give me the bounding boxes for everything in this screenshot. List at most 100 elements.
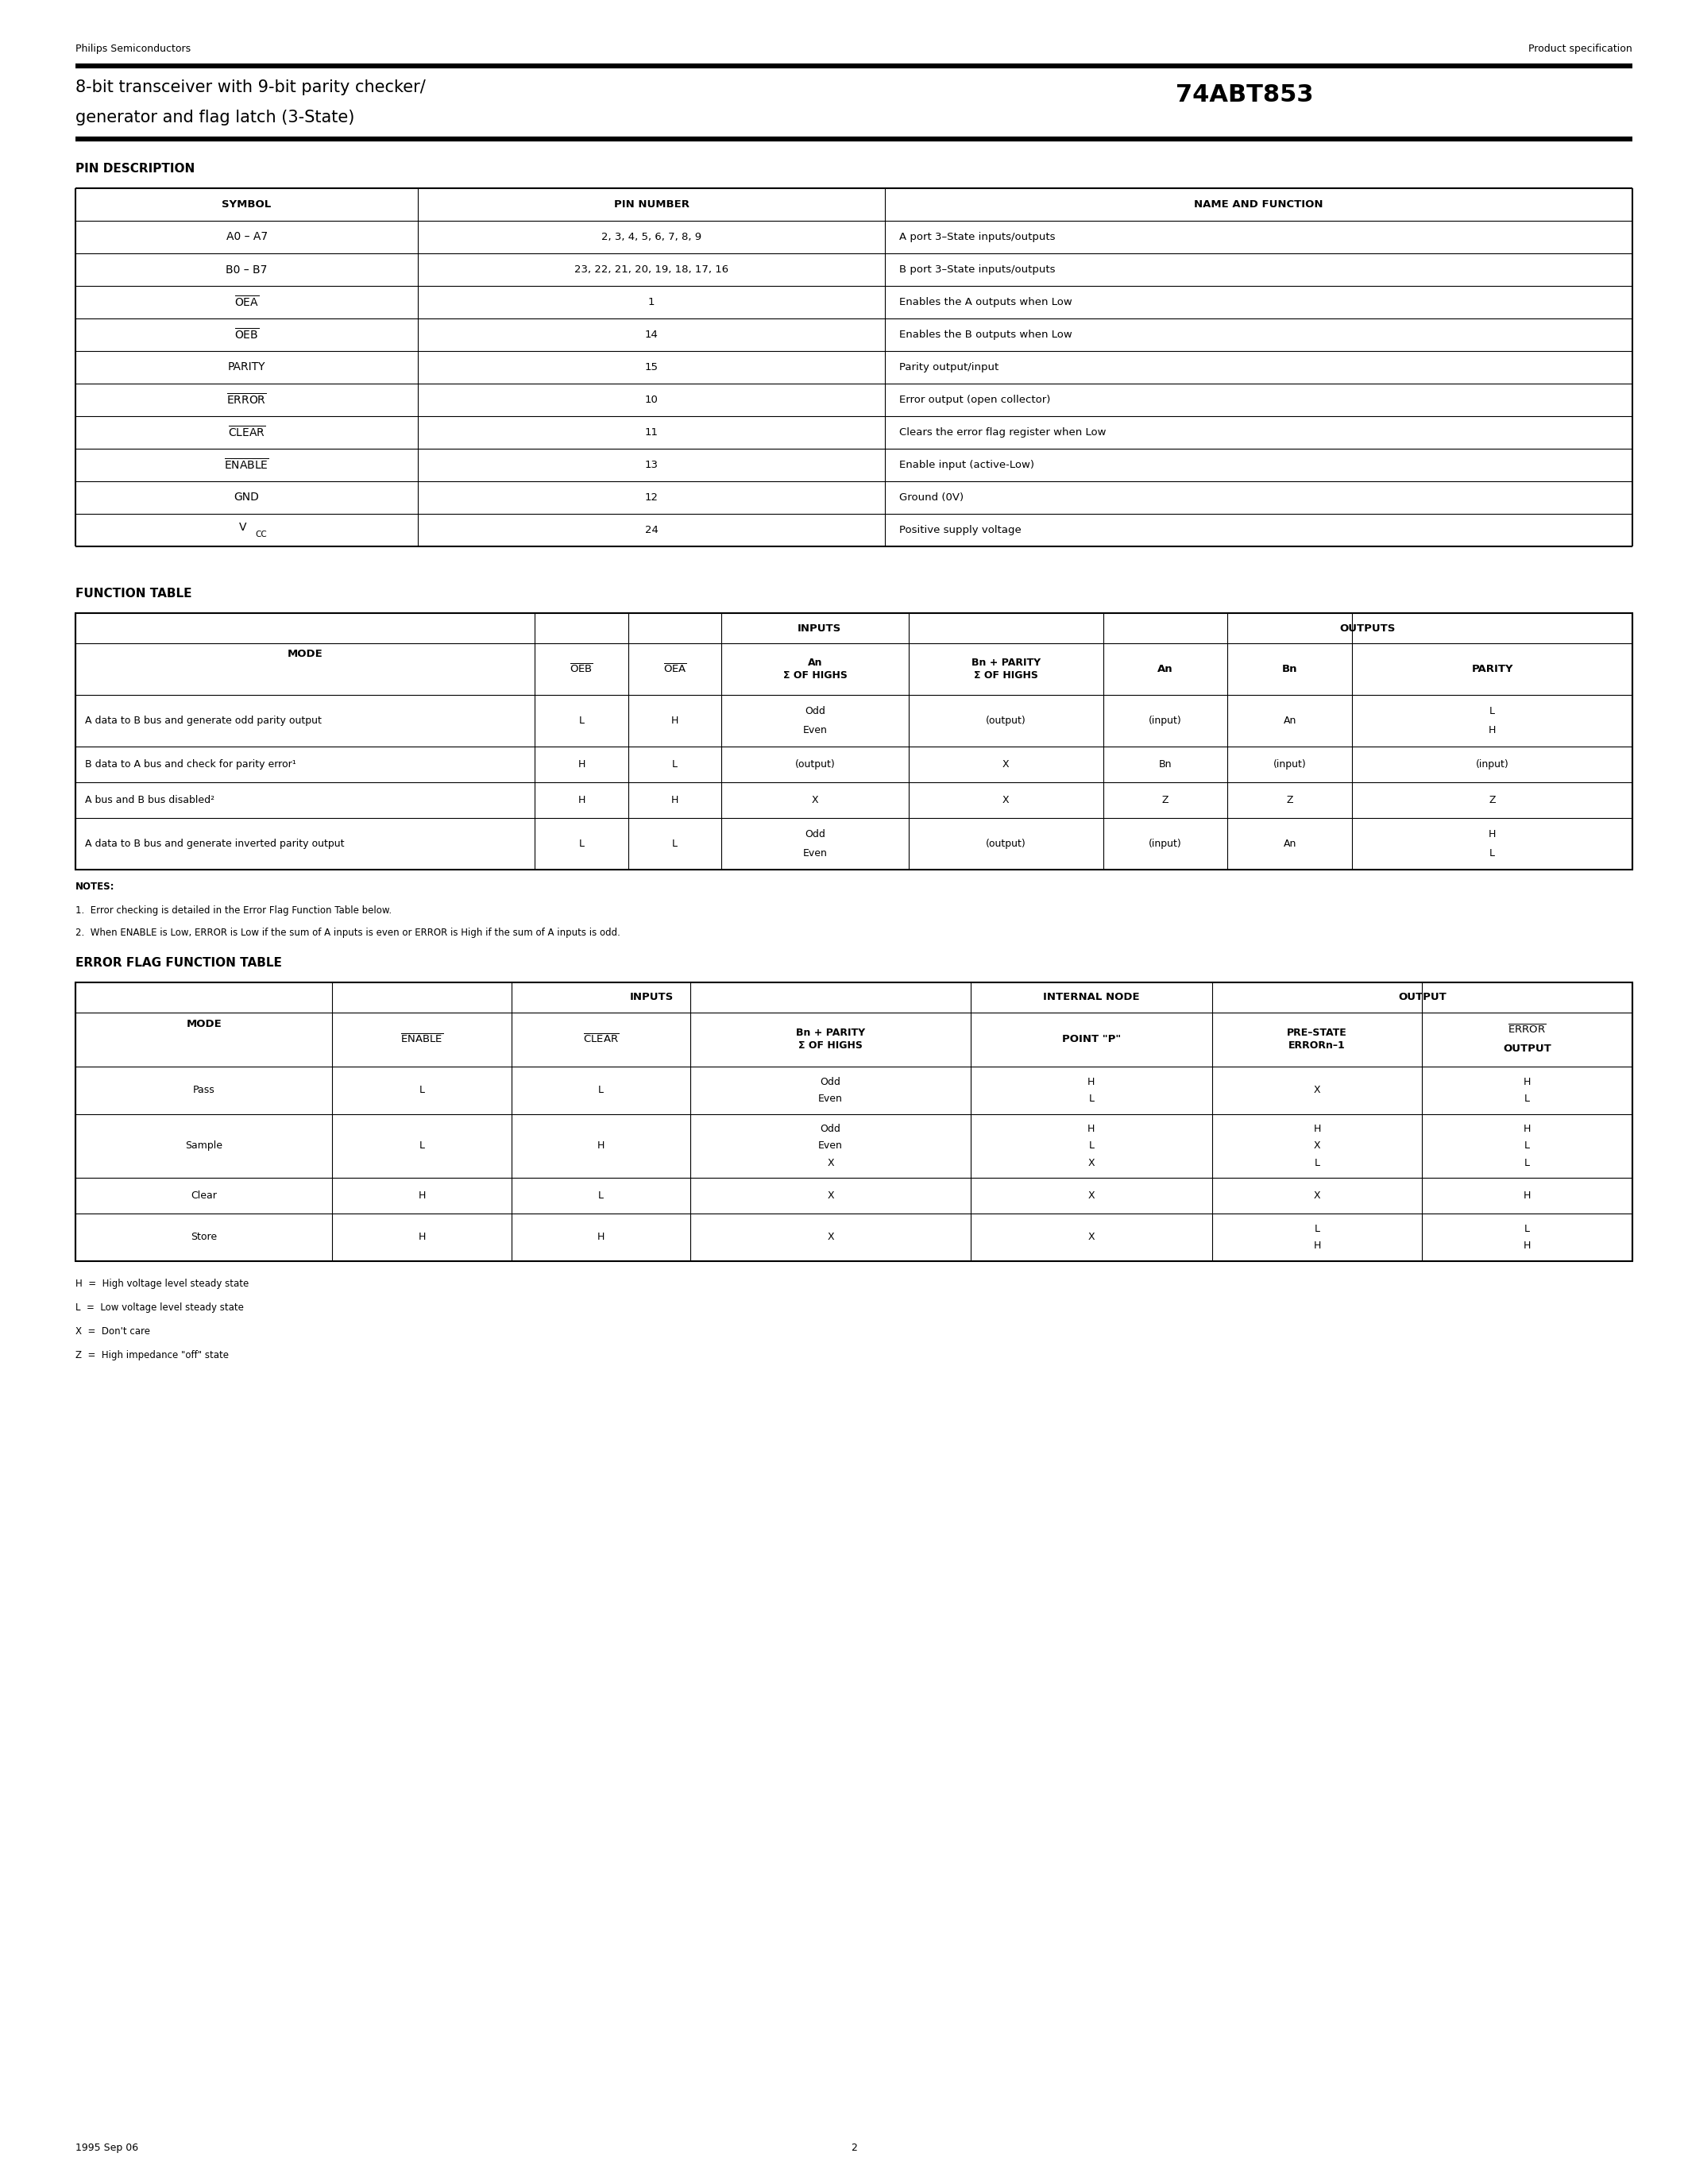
- Text: PARITY: PARITY: [228, 363, 265, 373]
- Text: 8-bit transceiver with 9-bit parity checker/: 8-bit transceiver with 9-bit parity chec…: [76, 79, 425, 96]
- Text: FUNCTION TABLE: FUNCTION TABLE: [76, 587, 192, 601]
- Text: L: L: [672, 839, 677, 850]
- Text: SYMBOL: SYMBOL: [223, 199, 272, 210]
- Text: Pass: Pass: [192, 1085, 214, 1096]
- Text: An: An: [1283, 839, 1296, 850]
- Text: $\overline{\mathsf{OEA}}$: $\overline{\mathsf{OEA}}$: [663, 664, 687, 675]
- Text: Odd: Odd: [820, 1125, 841, 1133]
- Text: Enables the B outputs when Low: Enables the B outputs when Low: [900, 330, 1072, 341]
- Text: NAME AND FUNCTION: NAME AND FUNCTION: [1193, 199, 1323, 210]
- Text: (output): (output): [986, 839, 1026, 850]
- Text: (output): (output): [795, 760, 836, 769]
- Text: Product specification: Product specification: [1529, 44, 1632, 55]
- Text: X: X: [1313, 1140, 1320, 1151]
- Text: L: L: [1315, 1158, 1320, 1168]
- Bar: [76, 983, 1632, 1260]
- Text: 1: 1: [648, 297, 655, 308]
- Text: OUTPUTS: OUTPUTS: [1340, 622, 1396, 633]
- Text: Even: Even: [819, 1140, 842, 1151]
- Text: X: X: [1313, 1190, 1320, 1201]
- Text: Odd: Odd: [820, 1077, 841, 1088]
- Text: Bn: Bn: [1283, 664, 1298, 675]
- Text: X: X: [1089, 1158, 1096, 1168]
- Text: L: L: [1089, 1094, 1094, 1105]
- Text: OUTPUT: OUTPUT: [1398, 992, 1447, 1002]
- Text: OUTPUT: OUTPUT: [1504, 1044, 1551, 1055]
- Text: GND: GND: [235, 491, 260, 502]
- Text: Philips Semiconductors: Philips Semiconductors: [76, 44, 191, 55]
- Text: A data to B bus and generate inverted parity output: A data to B bus and generate inverted pa…: [84, 839, 344, 850]
- Text: 11: 11: [645, 428, 658, 437]
- Text: 24: 24: [645, 524, 658, 535]
- Text: Enable input (active-Low): Enable input (active-Low): [900, 461, 1035, 470]
- Text: X: X: [827, 1232, 834, 1243]
- Text: L: L: [419, 1140, 425, 1151]
- Text: Clear: Clear: [191, 1190, 218, 1201]
- Text: B port 3–State inputs/outputs: B port 3–State inputs/outputs: [900, 264, 1055, 275]
- Text: $\overline{\mathsf{ERROR}}$: $\overline{\mathsf{ERROR}}$: [226, 393, 267, 406]
- Text: $\overline{\mathsf{OEB}}$: $\overline{\mathsf{OEB}}$: [569, 664, 594, 675]
- Text: L: L: [672, 760, 677, 769]
- Text: 2.  When ENABLE is Low, ERROR is Low if the sum of A inputs is even or ERROR is : 2. When ENABLE is Low, ERROR is Low if t…: [76, 928, 619, 937]
- Text: H: H: [577, 760, 586, 769]
- Text: 1.  Error checking is detailed in the Error Flag Function Table below.: 1. Error checking is detailed in the Err…: [76, 906, 392, 915]
- Text: Even: Even: [819, 1094, 842, 1105]
- Text: 2: 2: [851, 2143, 858, 2153]
- Text: H: H: [1524, 1190, 1531, 1201]
- Text: H: H: [598, 1232, 604, 1243]
- Text: Parity output/input: Parity output/input: [900, 363, 999, 373]
- Text: PIN DESCRIPTION: PIN DESCRIPTION: [76, 164, 194, 175]
- Text: H: H: [672, 795, 679, 806]
- Text: 23, 22, 21, 20, 19, 18, 17, 16: 23, 22, 21, 20, 19, 18, 17, 16: [574, 264, 729, 275]
- Text: 2, 3, 4, 5, 6, 7, 8, 9: 2, 3, 4, 5, 6, 7, 8, 9: [601, 232, 702, 242]
- Text: Ground (0V): Ground (0V): [900, 491, 964, 502]
- Text: Enables the A outputs when Low: Enables the A outputs when Low: [900, 297, 1072, 308]
- Text: (output): (output): [986, 716, 1026, 725]
- Text: PRE–STATE
ERRORn–1: PRE–STATE ERRORn–1: [1286, 1029, 1347, 1051]
- Text: $\overline{\mathsf{ENABLE}}$: $\overline{\mathsf{ENABLE}}$: [400, 1033, 444, 1046]
- Text: Bn: Bn: [1158, 760, 1171, 769]
- Text: $\overline{\mathsf{CLEAR}}$: $\overline{\mathsf{CLEAR}}$: [228, 426, 265, 439]
- Text: Z: Z: [1489, 795, 1496, 806]
- Text: A data to B bus and generate odd parity output: A data to B bus and generate odd parity …: [84, 716, 322, 725]
- Text: 10: 10: [645, 395, 658, 404]
- Text: PIN NUMBER: PIN NUMBER: [614, 199, 689, 210]
- Text: H: H: [1489, 725, 1496, 736]
- Text: X: X: [1089, 1190, 1096, 1201]
- Text: Odd: Odd: [805, 705, 825, 716]
- Text: Clears the error flag register when Low: Clears the error flag register when Low: [900, 428, 1106, 437]
- Text: Bn + PARITY
Σ OF HIGHS: Bn + PARITY Σ OF HIGHS: [797, 1029, 866, 1051]
- Text: A0 – A7: A0 – A7: [226, 232, 267, 242]
- Bar: [76, 614, 1632, 869]
- Text: Sample: Sample: [186, 1140, 223, 1151]
- Text: X: X: [827, 1190, 834, 1201]
- Text: 13: 13: [645, 461, 658, 470]
- Text: H: H: [419, 1232, 425, 1243]
- Text: An: An: [1283, 716, 1296, 725]
- Text: Z  =  High impedance "off" state: Z = High impedance "off" state: [76, 1350, 230, 1361]
- Text: A bus and B bus disabled²: A bus and B bus disabled²: [84, 795, 214, 806]
- Text: 15: 15: [645, 363, 658, 373]
- Text: L: L: [1489, 705, 1496, 716]
- Text: POINT "P": POINT "P": [1062, 1035, 1121, 1044]
- Text: $\overline{\mathsf{ERROR}}$: $\overline{\mathsf{ERROR}}$: [1507, 1024, 1546, 1035]
- Text: (input): (input): [1273, 760, 1307, 769]
- Text: 74ABT853: 74ABT853: [1175, 83, 1313, 107]
- Text: L: L: [1524, 1223, 1529, 1234]
- Text: L: L: [1489, 847, 1496, 858]
- Text: MODE: MODE: [287, 649, 322, 660]
- Text: Even: Even: [803, 847, 827, 858]
- Text: L: L: [579, 839, 584, 850]
- Text: H  =  High voltage level steady state: H = High voltage level steady state: [76, 1278, 248, 1289]
- Text: MODE: MODE: [186, 1020, 221, 1029]
- Text: An: An: [1158, 664, 1173, 675]
- Text: X: X: [827, 1158, 834, 1168]
- Text: L: L: [579, 716, 584, 725]
- Text: L  =  Low voltage level steady state: L = Low voltage level steady state: [76, 1302, 243, 1313]
- Text: $\overline{\mathsf{OEB}}$: $\overline{\mathsf{OEB}}$: [235, 328, 260, 343]
- Text: $\overline{\mathsf{CLEAR}}$: $\overline{\mathsf{CLEAR}}$: [582, 1033, 619, 1046]
- Text: A port 3–State inputs/outputs: A port 3–State inputs/outputs: [900, 232, 1055, 242]
- Text: INTERNAL NODE: INTERNAL NODE: [1043, 992, 1139, 1002]
- Text: B0 – B7: B0 – B7: [226, 264, 267, 275]
- Text: H: H: [1087, 1077, 1096, 1088]
